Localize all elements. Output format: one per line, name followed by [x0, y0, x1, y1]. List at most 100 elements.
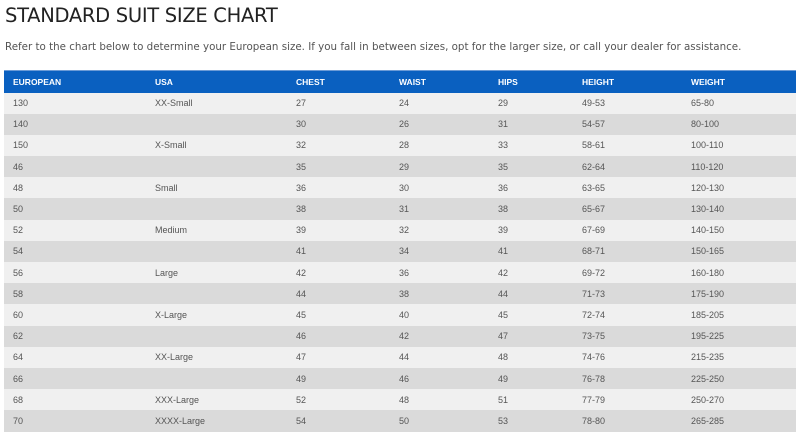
- cell-chest: 36: [296, 182, 307, 193]
- cell-hips: 44: [498, 288, 509, 299]
- cell-usa: [146, 198, 287, 219]
- cell-weight: 65-80: [691, 98, 715, 109]
- cell-height: 73-75: [582, 331, 606, 342]
- table-row: 52 Medium 39 32 39 67-69 140-150: [4, 219, 796, 241]
- cell-usa: XX-Large: [155, 352, 194, 363]
- cell-waist: 50: [399, 415, 410, 426]
- cell-weight: 225-250: [691, 373, 725, 384]
- cell-height: 74-76: [582, 352, 606, 363]
- cell-waist: 29: [399, 161, 410, 172]
- cell-european: 130: [13, 98, 29, 109]
- cell-usa: [146, 283, 287, 304]
- cell-chest: 42: [296, 267, 307, 278]
- cell-waist: 36: [399, 267, 410, 278]
- cell-height: 72-74: [582, 309, 606, 320]
- cell-european: 68: [13, 394, 24, 405]
- header-height: HEIGHT: [573, 70, 682, 93]
- cell-waist: 48: [399, 394, 410, 405]
- cell-weight: 110-120: [691, 161, 724, 172]
- cell-waist: 32: [399, 225, 410, 236]
- cell-weight: 250-270: [691, 394, 725, 405]
- table-row: 56 Large 42 36 42 69-72 160-180: [4, 262, 796, 284]
- cell-weight: 265-285: [691, 415, 725, 426]
- table-row: 68 XXX-Large 52 48 51 77-79 250-270: [4, 389, 796, 411]
- cell-waist: 28: [399, 140, 410, 151]
- cell-hips: 38: [498, 204, 509, 215]
- cell-waist: 24: [399, 98, 410, 109]
- cell-weight: 130-140: [691, 204, 725, 215]
- cell-weight: 80-100: [691, 119, 720, 130]
- cell-chest: 49: [296, 373, 307, 384]
- cell-weight: 195-225: [691, 331, 725, 342]
- cell-weight: 140-150: [691, 225, 725, 236]
- cell-weight: 150-165: [691, 246, 725, 257]
- cell-usa: [146, 326, 287, 347]
- cell-hips: 39: [498, 225, 509, 236]
- header-european: EUROPEAN: [4, 70, 146, 93]
- intro-text: Refer to the chart below to determine yo…: [5, 41, 742, 53]
- cell-usa: [146, 156, 287, 177]
- table-row: 54 41 34 41 68-71 150-165: [4, 240, 796, 262]
- cell-weight: 215-235: [691, 352, 725, 363]
- cell-chest: 32: [296, 140, 307, 151]
- cell-height: 78-80: [582, 415, 606, 426]
- cell-chest: 46: [296, 331, 307, 342]
- cell-usa: [146, 368, 287, 389]
- cell-usa: XX-Small: [155, 98, 193, 109]
- cell-chest: 44: [296, 288, 307, 299]
- table-row: 140 30 26 31 54-57 80-100: [4, 113, 796, 135]
- cell-hips: 35: [498, 161, 509, 172]
- cell-usa: Large: [155, 267, 179, 278]
- cell-hips: 29: [498, 98, 509, 109]
- header-hips: HIPS: [489, 70, 573, 93]
- cell-waist: 40: [399, 309, 410, 320]
- table-header-row: EUROPEAN USA CHEST WAIST HIPS HEIGHT WEI…: [4, 70, 796, 93]
- table-row: 70 XXXX-Large 54 50 53 78-80 265-285: [4, 410, 796, 432]
- cell-usa: XXXX-Large: [155, 415, 206, 426]
- cell-height: 67-69: [582, 225, 606, 236]
- cell-waist: 31: [399, 204, 410, 215]
- cell-european: 52: [13, 225, 24, 236]
- cell-european: 60: [13, 309, 24, 320]
- cell-european: 66: [13, 373, 24, 384]
- table-row: 150 X-Small 32 28 33 58-61 100-110: [4, 134, 796, 157]
- cell-height: 69-72: [582, 267, 606, 278]
- cell-usa: Small: [155, 182, 178, 193]
- cell-european: 54: [13, 246, 24, 257]
- cell-waist: 46: [399, 373, 410, 384]
- cell-usa: X-Large: [155, 309, 188, 320]
- cell-waist: 30: [399, 182, 410, 193]
- cell-chest: 54: [296, 415, 307, 426]
- cell-hips: 42: [498, 267, 509, 278]
- cell-european: 64: [13, 352, 24, 363]
- cell-usa: [146, 114, 287, 135]
- cell-european: 50: [13, 204, 24, 215]
- cell-weight: 160-180: [691, 267, 725, 278]
- cell-usa: XXX-Large: [155, 394, 200, 405]
- cell-european: 46: [13, 161, 24, 172]
- cell-chest: 38: [296, 204, 307, 215]
- cell-waist: 42: [399, 331, 410, 342]
- cell-weight: 185-205: [691, 309, 725, 320]
- cell-usa: X-Small: [155, 140, 187, 151]
- size-chart-table: EUROPEAN USA CHEST WAIST HIPS HEIGHT WEI…: [4, 70, 796, 432]
- cell-weight: 100-110: [691, 140, 724, 151]
- cell-chest: 27: [296, 98, 307, 109]
- table-row: 58 44 38 44 71-73 175-190: [4, 283, 796, 305]
- cell-european: 70: [13, 415, 24, 426]
- table-row: 60 X-Large 45 40 45 72-74 185-205: [4, 304, 796, 326]
- cell-hips: 49: [498, 373, 509, 384]
- cell-chest: 39: [296, 225, 307, 236]
- cell-chest: 30: [296, 119, 307, 130]
- cell-height: 49-53: [582, 98, 606, 109]
- cell-chest: 47: [296, 352, 307, 363]
- table-row: 64 XX-Large 47 44 48 74-76 215-235: [4, 346, 796, 368]
- cell-height: 71-73: [582, 288, 606, 299]
- cell-hips: 41: [498, 246, 509, 257]
- cell-height: 76-78: [582, 373, 606, 384]
- cell-hips: 45: [498, 309, 509, 320]
- table-row: 66 49 46 49 76-78 225-250: [4, 367, 796, 390]
- cell-hips: 47: [498, 331, 509, 342]
- cell-european: 56: [13, 267, 24, 278]
- cell-height: 77-79: [582, 394, 606, 405]
